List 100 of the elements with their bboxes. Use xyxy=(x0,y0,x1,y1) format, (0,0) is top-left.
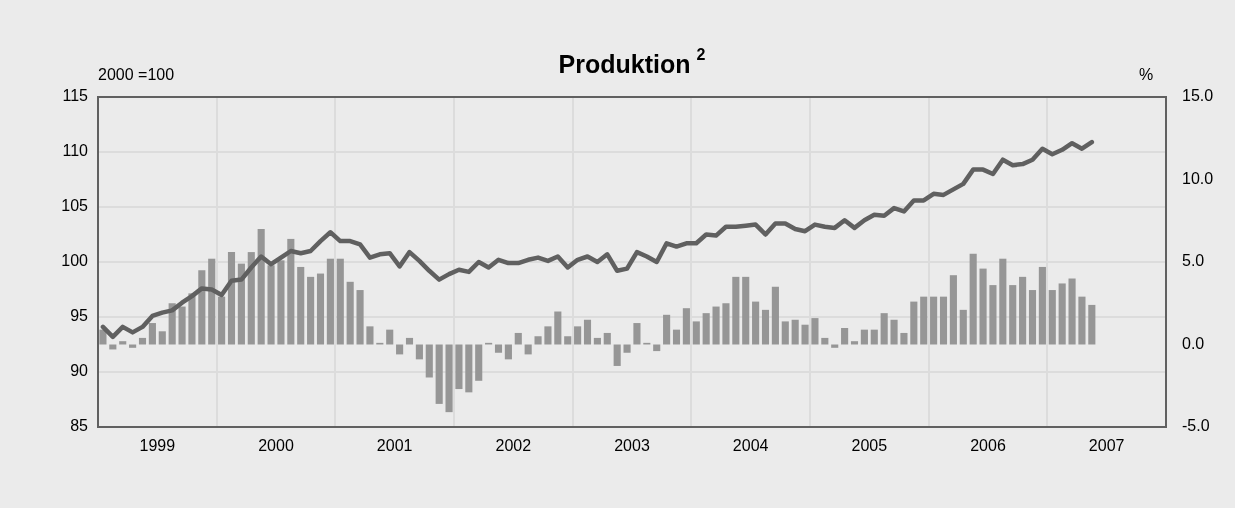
bar xyxy=(307,276,315,345)
x-tick-label: 2000 xyxy=(258,437,294,455)
bar xyxy=(445,344,453,413)
bar xyxy=(287,238,295,345)
bar xyxy=(811,318,819,345)
bar xyxy=(712,306,720,345)
y2-tick-label: 10.0 xyxy=(1182,169,1214,187)
bar xyxy=(841,328,849,345)
bar xyxy=(959,309,967,345)
bar xyxy=(148,323,156,345)
bar xyxy=(188,293,196,345)
x-tick-label: 2002 xyxy=(495,437,532,455)
bar xyxy=(771,286,779,345)
bar xyxy=(821,337,829,345)
bar xyxy=(870,329,878,345)
y-tick-label: 90 xyxy=(70,362,89,380)
y-tick-label: 110 xyxy=(62,142,89,160)
bar xyxy=(178,306,186,345)
y-tick-label: 85 xyxy=(70,417,89,435)
bar xyxy=(603,332,611,345)
y-tick-label: 100 xyxy=(61,252,89,270)
y-tick-label: 115 xyxy=(62,87,89,105)
bar xyxy=(247,252,255,345)
bar xyxy=(732,276,740,345)
bar xyxy=(761,309,770,345)
bar xyxy=(494,344,503,353)
bar xyxy=(534,336,542,345)
bar xyxy=(850,341,859,345)
bar xyxy=(999,258,1007,345)
bar xyxy=(227,252,236,345)
bar xyxy=(218,296,226,345)
bar xyxy=(475,344,483,381)
x-tick-label: 2003 xyxy=(614,437,650,455)
bar xyxy=(791,319,799,345)
y2-tick-label: 0.0 xyxy=(1182,334,1205,352)
bar xyxy=(465,344,473,393)
y2-tick-label: 5.0 xyxy=(1182,252,1205,270)
bar xyxy=(237,263,245,345)
bar xyxy=(831,344,839,348)
bar xyxy=(583,319,592,345)
bar xyxy=(623,344,631,353)
bar xyxy=(129,344,137,348)
bar xyxy=(890,319,898,345)
bar xyxy=(989,285,997,345)
bar xyxy=(752,301,760,345)
bar xyxy=(1048,290,1056,345)
bar xyxy=(405,337,414,345)
bar xyxy=(1038,266,1046,345)
bar xyxy=(860,329,868,345)
bar xyxy=(1078,296,1086,345)
bar xyxy=(455,344,463,390)
bar xyxy=(208,258,216,345)
y-tick-label: 95 xyxy=(70,307,89,325)
bar xyxy=(672,329,681,345)
y-axis-title: 2000 =100 xyxy=(98,66,175,83)
bar xyxy=(198,270,206,345)
bar xyxy=(277,260,285,345)
bar xyxy=(663,314,671,345)
bar xyxy=(1028,290,1037,345)
chart-title: Produktion 2 xyxy=(558,46,706,78)
bar xyxy=(1019,276,1027,345)
bar xyxy=(554,311,562,345)
bar xyxy=(801,324,809,345)
bar xyxy=(633,323,641,345)
bar xyxy=(504,344,512,360)
x-tick-label: 2006 xyxy=(970,437,1006,455)
bar xyxy=(257,229,265,345)
bar xyxy=(119,341,127,345)
bar xyxy=(425,344,433,378)
bar xyxy=(138,337,147,345)
bar xyxy=(267,265,275,345)
bar xyxy=(949,275,957,345)
bar xyxy=(930,296,938,345)
x-tick-label: 1999 xyxy=(139,437,176,455)
bar xyxy=(316,273,325,345)
bar xyxy=(682,308,690,345)
bar xyxy=(564,336,572,345)
bar xyxy=(574,326,582,345)
bar xyxy=(969,253,977,345)
bar xyxy=(396,344,404,355)
bar xyxy=(742,276,750,345)
x-tick-label: 2001 xyxy=(376,437,413,455)
bar xyxy=(1009,285,1017,345)
y2-tick-label: -5.0 xyxy=(1182,417,1210,435)
x-tick-label: 2005 xyxy=(851,437,888,455)
bar xyxy=(900,332,908,345)
bar xyxy=(326,258,334,345)
bar xyxy=(880,313,888,345)
bar xyxy=(722,303,730,345)
bar xyxy=(336,258,344,345)
bar xyxy=(781,321,789,345)
bar xyxy=(514,332,522,345)
bar xyxy=(346,281,354,345)
bar xyxy=(920,296,928,345)
bar xyxy=(356,290,364,345)
bar xyxy=(99,329,107,345)
x-tick-label: 2004 xyxy=(732,437,769,455)
bar xyxy=(910,301,918,345)
bar xyxy=(939,296,948,345)
bar xyxy=(1088,304,1096,345)
